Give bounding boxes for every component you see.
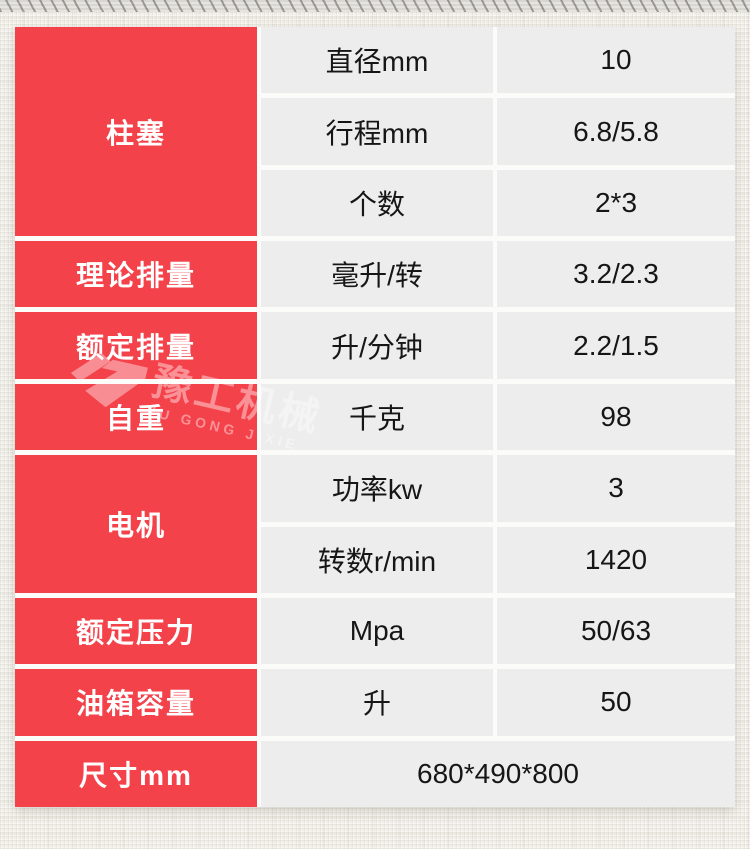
row-group-rated-displacement: 额定排量 bbox=[15, 312, 257, 379]
value-tank-capacity: 50 bbox=[497, 669, 735, 736]
value-kilogram: 98 bbox=[497, 383, 735, 451]
value-diameter: 10 bbox=[497, 27, 735, 94]
row-group-self-weight: 自重 bbox=[15, 383, 257, 451]
value-quantity: 2*3 bbox=[497, 169, 735, 237]
value-ml-per-rev: 3.2/2.3 bbox=[497, 241, 735, 308]
param-pressure-mpa: Mpa bbox=[261, 597, 493, 665]
value-power-kw: 3 bbox=[497, 455, 735, 522]
value-speed-rpm: 1420 bbox=[497, 526, 735, 593]
param-kilogram: 千克 bbox=[261, 383, 493, 451]
row-group-plunger: 柱塞 bbox=[15, 27, 257, 237]
value-dimensions: 680*490*800 bbox=[261, 740, 735, 807]
param-liter: 升 bbox=[261, 669, 493, 736]
param-l-per-min: 升/分钟 bbox=[261, 312, 493, 379]
row-group-tank-capacity: 油箱容量 bbox=[15, 669, 257, 736]
param-speed-rpm: 转数r/min bbox=[261, 526, 493, 593]
param-quantity: 个数 bbox=[261, 169, 493, 237]
row-group-theoretical-displacement: 理论排量 bbox=[15, 241, 257, 308]
row-group-rated-pressure: 额定压力 bbox=[15, 597, 257, 665]
param-power-kw: 功率kw bbox=[261, 455, 493, 522]
value-pressure-mpa: 50/63 bbox=[497, 597, 735, 665]
value-l-per-min: 2.2/1.5 bbox=[497, 312, 735, 379]
value-stroke: 6.8/5.8 bbox=[497, 98, 735, 165]
fabric-top-edge bbox=[0, 0, 750, 12]
param-stroke: 行程mm bbox=[261, 98, 493, 165]
row-group-dimensions: 尺寸mm bbox=[15, 740, 257, 807]
param-ml-per-rev: 毫升/转 bbox=[261, 241, 493, 308]
row-group-motor: 电机 bbox=[15, 455, 257, 593]
param-diameter: 直径mm bbox=[261, 27, 493, 94]
spec-table: 柱塞 理论排量 额定排量 自重 电机 额定压力 油箱容量 尺寸mm 直径mm 行… bbox=[15, 27, 735, 807]
